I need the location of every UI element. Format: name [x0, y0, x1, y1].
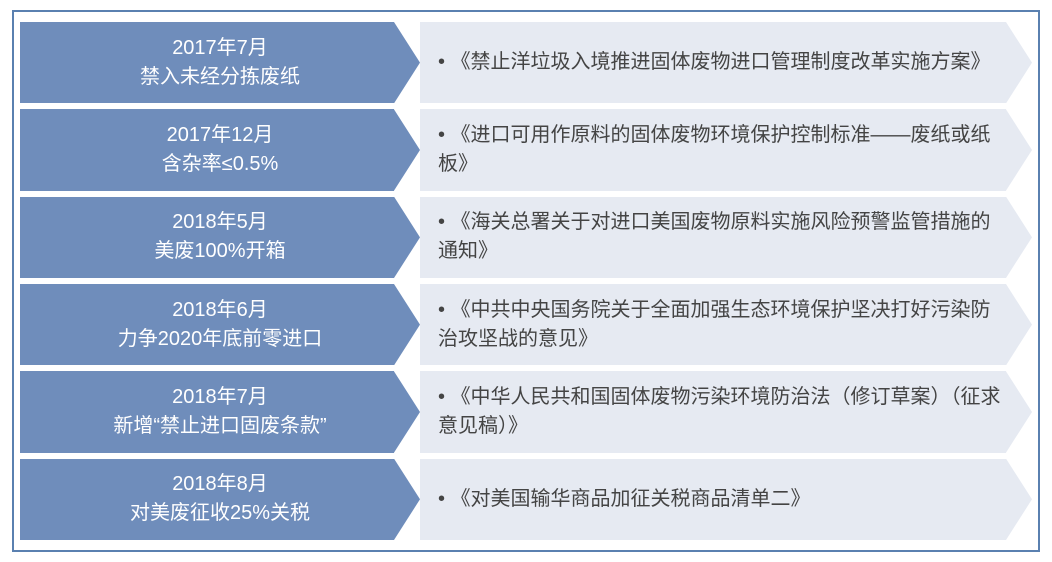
date-line: 2017年7月 — [140, 34, 300, 63]
timeline-row: 2018年7月新增“禁止进口固废条款” • 《中华人民共和国固体废物污染环境防治法… — [20, 371, 1032, 452]
date-line: 2018年7月 — [113, 383, 326, 412]
policy-label: 《海关总署关于对进口美国废物原料实施风险预警监管措施的通知》 — [438, 211, 991, 262]
policy-label: 《中华人民共和国固体废物污染环境防治法（修订草案）（征求意见稿）》 — [438, 386, 1001, 437]
timeline-left-arrow: 2017年7月禁入未经分拣废纸 — [20, 22, 420, 103]
bullet-icon: • — [438, 124, 451, 146]
timeline-left-arrow: 2018年8月对美废征收25%关税 — [20, 459, 420, 540]
timeline-right-arrow: • 《海关总署关于对进口美国废物原料实施风险预警监管措施的通知》 — [420, 197, 1032, 278]
left-label: 2017年7月禁入未经分拣废纸 — [140, 34, 300, 92]
timeline-row: 2018年6月力争2020年底前零进口 • 《中共中央国务院关于全面加强生态环境保… — [20, 284, 1032, 365]
bullet-icon: • — [438, 211, 451, 233]
timeline-frame: 2017年7月禁入未经分拣废纸 • 《禁止洋垃圾入境推进固体废物进口管理制度改革实… — [12, 10, 1040, 552]
brief-line: 含杂率≤0.5% — [162, 150, 279, 179]
policy-text: • 《禁止洋垃圾入境推进固体废物进口管理制度改革实施方案》 — [438, 48, 1021, 77]
timeline-row: 2018年8月对美废征收25%关税 • 《对美国输华商品加征关税商品清单二》 — [20, 459, 1032, 540]
timeline-left-arrow: 2017年12月含杂率≤0.5% — [20, 109, 420, 190]
timeline-right-arrow: • 《禁止洋垃圾入境推进固体废物进口管理制度改革实施方案》 — [420, 22, 1032, 103]
brief-line: 新增“禁止进口固废条款” — [113, 412, 326, 441]
timeline-row: 2018年5月美废100%开箱 • 《海关总署关于对进口美国废物原料实施风险预警监… — [20, 197, 1032, 278]
left-label: 2018年6月力争2020年底前零进口 — [118, 296, 323, 354]
left-label: 2017年12月含杂率≤0.5% — [162, 121, 279, 179]
timeline-row: 2017年7月禁入未经分拣废纸 • 《禁止洋垃圾入境推进固体废物进口管理制度改革实… — [20, 22, 1032, 103]
brief-line: 美废100%开箱 — [154, 237, 285, 266]
policy-label: 《进口可用作原料的固体废物环境保护控制标准——废纸或纸板》 — [438, 124, 991, 175]
policy-text: • 《中共中央国务院关于全面加强生态环境保护坚决打好污染防治攻坚战的意见》 — [438, 296, 1032, 354]
policy-text: • 《对美国输华商品加征关税商品清单二》 — [438, 485, 841, 514]
timeline-left-arrow: 2018年5月美废100%开箱 — [20, 197, 420, 278]
bullet-icon: • — [438, 51, 451, 73]
date-line: 2018年5月 — [154, 208, 285, 237]
policy-label: 《对美国输华商品加征关税商品清单二》 — [451, 488, 811, 510]
timeline-right-arrow: • 《中华人民共和国固体废物污染环境防治法（修订草案）（征求意见稿）》 — [420, 371, 1032, 452]
bullet-icon: • — [438, 299, 451, 321]
policy-text: • 《中华人民共和国固体废物污染环境防治法（修订草案）（征求意见稿）》 — [438, 383, 1032, 441]
date-line: 2017年12月 — [162, 121, 279, 150]
brief-line: 禁入未经分拣废纸 — [140, 63, 300, 92]
policy-text: • 《海关总署关于对进口美国废物原料实施风险预警监管措施的通知》 — [438, 208, 1032, 266]
date-line: 2018年8月 — [130, 470, 310, 499]
timeline-row: 2017年12月含杂率≤0.5% • 《进口可用作原料的固体废物环境保护控制标准—… — [20, 109, 1032, 190]
bullet-icon: • — [438, 488, 451, 510]
timeline-right-arrow: • 《对美国输华商品加征关税商品清单二》 — [420, 459, 1032, 540]
left-label: 2018年5月美废100%开箱 — [154, 208, 285, 266]
left-label: 2018年8月对美废征收25%关税 — [130, 470, 310, 528]
policy-text: • 《进口可用作原料的固体废物环境保护控制标准——废纸或纸板》 — [438, 121, 1032, 179]
timeline-right-arrow: • 《进口可用作原料的固体废物环境保护控制标准——废纸或纸板》 — [420, 109, 1032, 190]
brief-line: 对美废征收25%关税 — [130, 499, 310, 528]
timeline-left-arrow: 2018年7月新增“禁止进口固废条款” — [20, 371, 420, 452]
policy-label: 《禁止洋垃圾入境推进固体废物进口管理制度改革实施方案》 — [451, 51, 991, 73]
timeline-right-arrow: • 《中共中央国务院关于全面加强生态环境保护坚决打好污染防治攻坚战的意见》 — [420, 284, 1032, 365]
policy-label: 《中共中央国务院关于全面加强生态环境保护坚决打好污染防治攻坚战的意见》 — [438, 299, 991, 350]
brief-line: 力争2020年底前零进口 — [118, 325, 323, 354]
bullet-icon: • — [438, 386, 451, 408]
timeline-left-arrow: 2018年6月力争2020年底前零进口 — [20, 284, 420, 365]
left-label: 2018年7月新增“禁止进口固废条款” — [113, 383, 326, 441]
date-line: 2018年6月 — [118, 296, 323, 325]
